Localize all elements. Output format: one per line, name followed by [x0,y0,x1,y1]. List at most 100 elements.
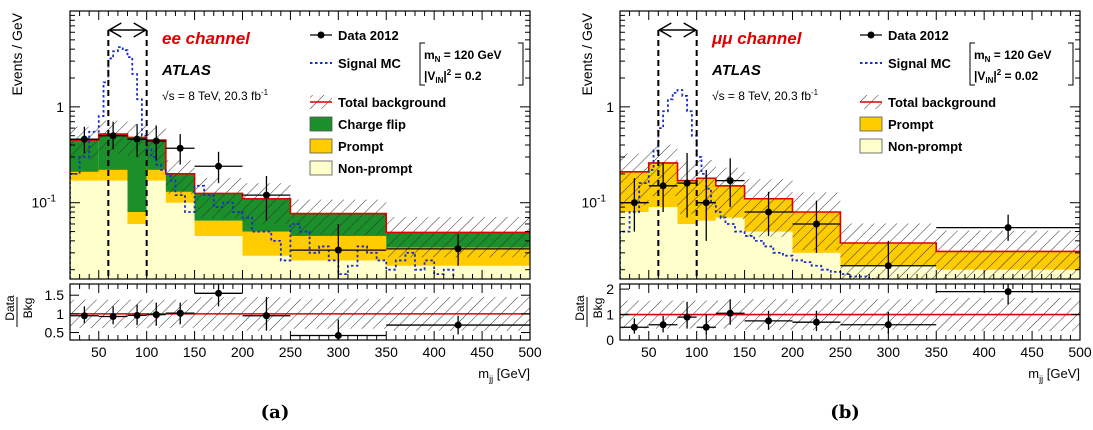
data-point [659,182,667,190]
y-tick-label: 1 [606,99,614,115]
ratio-point [1004,288,1012,296]
x-tick-label: 350 [375,344,399,360]
ratio-point [683,313,691,321]
data-point [683,179,691,187]
legend-total-background-label: Total background [888,95,996,110]
legend-nonprompt-label: Non-prompt [338,161,413,176]
total-background-line [70,133,530,234]
prompt-bar [70,171,99,181]
param-bracket-right [1068,42,1074,86]
nonprompt-bar [70,180,99,279]
x-tick-label: 200 [781,344,805,360]
legend-charge-flip-label: Charge flip [338,117,406,132]
y-tick-label: 10-1 [32,194,57,211]
legend-prompt-swatch [860,117,882,131]
nonprompt-bar [98,180,128,279]
nonprompt-bar [146,180,166,279]
param-bracket-left [419,42,425,86]
ratio-frame [69,283,531,341]
data-point [109,132,117,140]
legend-nonprompt-label: Non-prompt [888,139,963,154]
legend-nonprompt-swatch-border [309,160,333,176]
data-point [176,144,184,152]
y-tick-label: 1 [56,99,64,115]
nonprompt-bar [696,220,716,279]
legend-data-label: Data 2012 [888,28,949,43]
param-bracket-left [969,42,975,86]
legend-data-label: Data 2012 [338,28,399,43]
x-tick-label: 500 [1068,344,1092,360]
nonprompt-bar [165,202,195,279]
x-tick-label: 250 [829,344,853,360]
legend-prompt-swatch-border [309,138,333,154]
legend-prompt-label: Prompt [338,139,384,154]
main-plot-area [70,46,530,279]
ratio-point [884,321,892,329]
signal-mass-label: mN = 120 GeV [974,48,1052,64]
data-point [812,220,820,228]
ratio-point [659,321,667,329]
x-tick-label: 350 [925,344,949,360]
legend-nonprompt-swatch-border [859,138,883,154]
legend-nonprompt-swatch [860,139,882,153]
prompt-bar [165,191,195,203]
legend-prompt-label: Prompt [888,117,934,132]
ratio-label-numerator: Data [3,295,17,321]
x-tick-label: 400 [422,344,446,360]
uncertainty-band [194,177,243,219]
data-point [80,135,88,143]
data-point [215,162,223,170]
arrow-head-left [657,22,672,38]
x-tick-label: 150 [733,344,757,360]
nonprompt-bar [127,223,147,279]
channel-title: ee channel [162,29,251,48]
data-point [765,208,773,216]
legend-nonprompt-swatch [310,161,332,175]
ratio-y-tick-label: 0.5 [45,325,65,341]
signal-mc-line [620,89,889,279]
x-tick-label: 500 [518,344,542,360]
ratio-point [215,289,223,297]
x-tick-label: 200 [231,344,255,360]
legend-data-marker [317,31,325,39]
x-tick-label: 250 [279,344,303,360]
x-axis-label: mjj [GeV] [478,366,530,384]
legend-prompt-swatch-border [859,116,883,132]
nonprompt-bar [386,265,530,279]
data-point [702,199,710,207]
ratio-point [630,323,638,331]
ratio-point [812,318,820,326]
coupling-label: |VlN|2 = 0.2 [424,68,482,85]
x-tick-label: 50 [91,344,107,360]
energy-label: √s = 8 TeV, 20.3 fb-1 [712,88,819,103]
main-plot-area [620,89,1080,279]
ratio-label-denominator: Bkg [591,298,605,319]
legend-signal-label: Signal MC [338,56,401,71]
ratio-point [765,317,773,325]
y-tick-label: 10-1 [582,194,607,211]
legend-prompt-swatch [310,139,332,153]
panel-label-a: (a) [261,402,290,423]
ratio-y-tick-label: 1 [56,306,64,322]
x-tick-label: 400 [972,344,996,360]
prompt-bar [127,212,147,224]
arrow-head-right [133,22,148,38]
ratio-y-tick-label: 1.5 [45,287,65,303]
x-tick-label: 450 [470,344,494,360]
ratio-label-numerator: Data [573,295,587,321]
legend-signal-label: Signal MC [888,56,951,71]
data-point [884,262,892,270]
x-tick-label: 300 [877,344,901,360]
panel-mumu-channel: 1 10-1 50 100 150 200 250 300 350 400 450 500 Events… [573,10,1092,384]
nonprompt-bar [715,217,745,279]
nonprompt-bar [242,255,291,279]
prompt-bar [98,169,128,181]
x-tick-label: 100 [685,344,709,360]
x-tick-label: 100 [135,344,159,360]
data-point [334,246,342,254]
y-axis-label: Events / GeV [579,12,595,95]
prompt-bar [194,220,243,236]
ratio-point [109,312,117,320]
data-point [454,245,462,253]
